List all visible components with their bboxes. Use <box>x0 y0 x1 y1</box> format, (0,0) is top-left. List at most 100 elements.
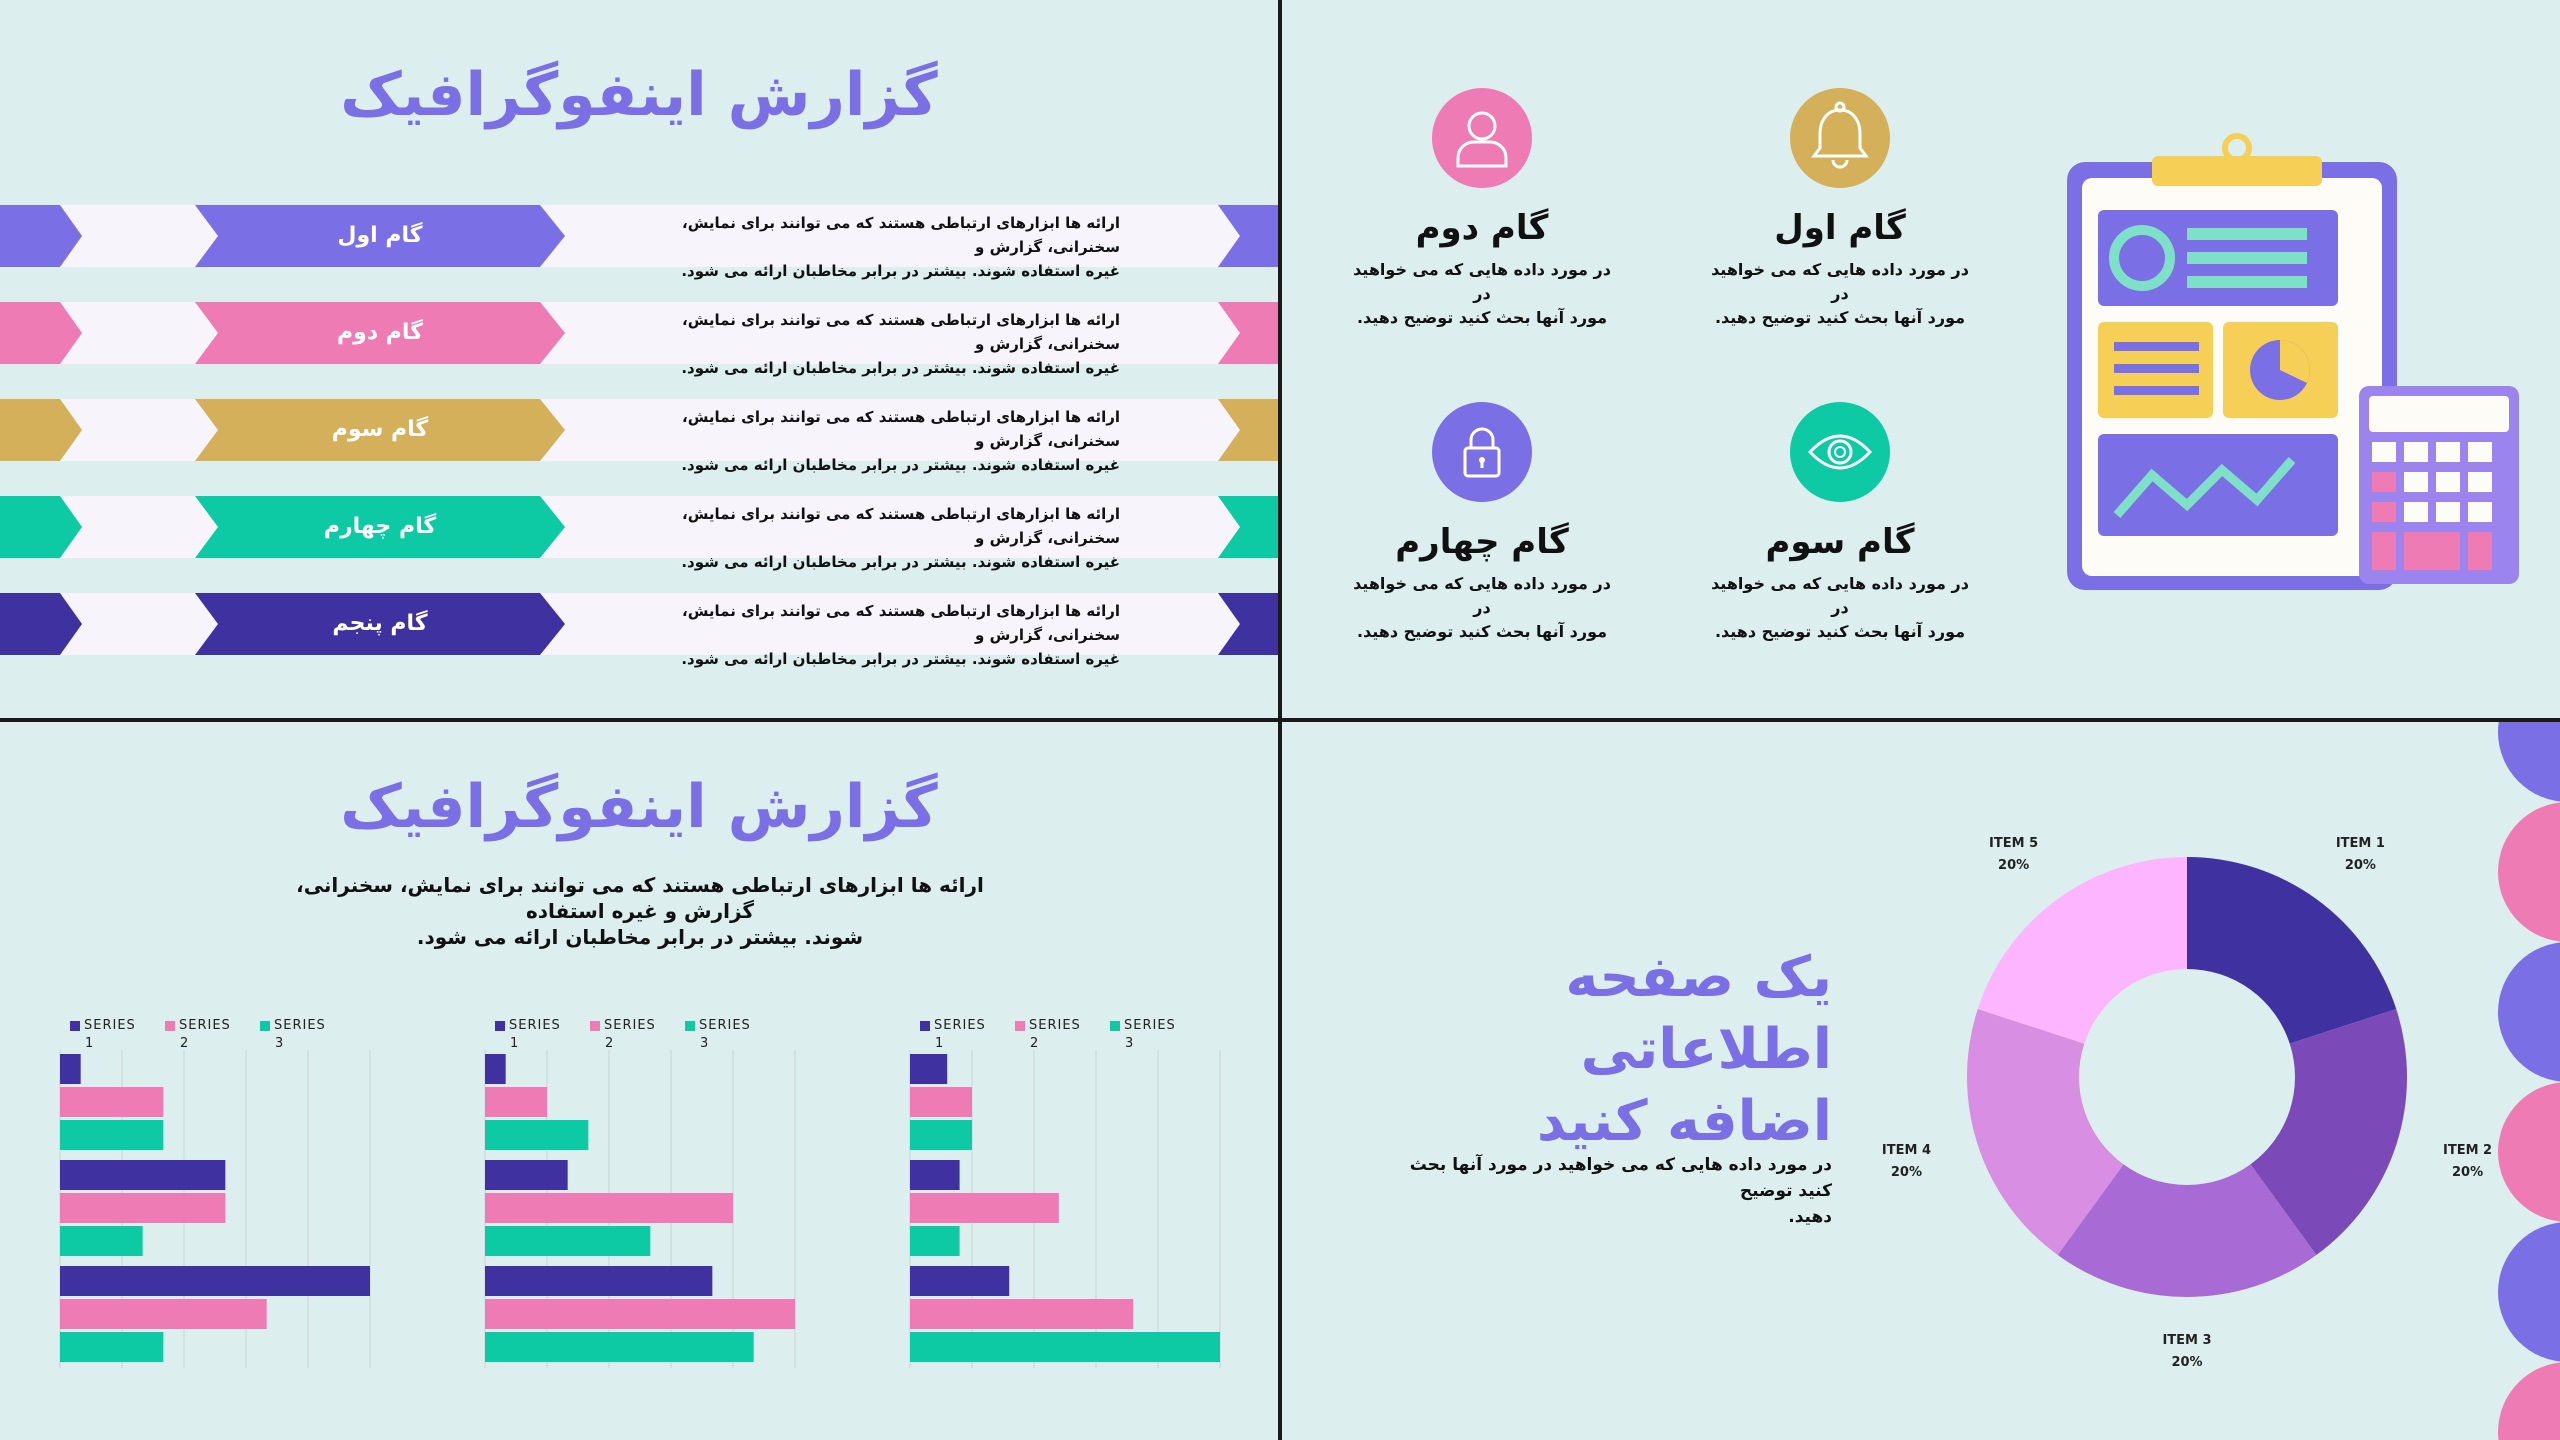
donut-slice <box>1977 857 2187 1044</box>
legend-item: SERIES <box>920 1018 986 1033</box>
bar <box>910 1299 1134 1329</box>
legend-swatch <box>920 1020 930 1031</box>
bar <box>910 1266 1010 1296</box>
clipboard-calculator-illustration <box>2067 133 2519 590</box>
edge-circle <box>2498 942 2560 1082</box>
left-chevron <box>0 399 82 461</box>
slide-bar-charts: گزارش اینفوگرافیک ارائه ها ابزارهای ارتب… <box>0 722 1278 1440</box>
legend-swatch <box>70 1020 80 1031</box>
bar <box>485 1193 733 1223</box>
eye-icon <box>1790 402 1890 502</box>
donut-category: ITEM 4 <box>1881 1142 1931 1158</box>
edge-circle <box>2498 802 2560 942</box>
right-chevron <box>1218 593 1278 655</box>
step-label: گام سوم <box>331 417 429 442</box>
step-description: ارائه ها ابزارهای ارتباطی هستند که می تو… <box>681 505 1120 571</box>
edge-circle <box>2498 722 2560 802</box>
bar <box>60 1120 164 1150</box>
legend-swatch <box>590 1020 600 1031</box>
bar <box>60 1193 226 1223</box>
right-chevron <box>1218 496 1278 558</box>
donut-category: ITEM 5 <box>1989 835 2039 851</box>
slide-donut: یک صفحه اطلاعاتی اضافه کنید در مورد داده … <box>1282 722 2560 1440</box>
legend-series-number: 2 <box>605 1036 614 1051</box>
step-row: گام پنجم ارائه ها ابزارهای ارتباطی هستند … <box>0 593 1278 668</box>
legend-swatch <box>260 1020 270 1031</box>
legend-series-number: 3 <box>1125 1036 1134 1051</box>
feature-title: گام چهارم <box>1395 522 1569 562</box>
bar <box>485 1054 506 1084</box>
feature-text: در مورد داده هایی که می خواهید در مورد آن… <box>1353 260 1611 327</box>
feature-title: گام دوم <box>1415 208 1549 248</box>
right-chevron <box>1218 399 1278 461</box>
bar <box>910 1332 1220 1362</box>
step-row: گام دوم ارائه ها ابزارهای ارتباطی هستند ک… <box>0 302 1278 377</box>
intro-text: ارائه ها ابزارهای ارتباطی هستند که می تو… <box>296 873 984 949</box>
bar <box>485 1087 547 1117</box>
bar <box>485 1160 568 1190</box>
legend-series-number: 1 <box>85 1036 94 1051</box>
donut-label: ITEM 1 20% <box>2310 833 2410 877</box>
legend-series-number: 2 <box>180 1036 189 1051</box>
slide-title: یک صفحه اطلاعاتی اضافه کنید <box>1536 945 1832 1154</box>
feature-text: در مورد داده هایی که می خواهید در مورد آن… <box>1711 574 1969 641</box>
donut-value: 20% <box>2451 1164 2484 1180</box>
lock-icon <box>1432 402 1532 502</box>
bar <box>485 1332 754 1362</box>
bar-chart-2: SERIES 1 SERIES 2 SERIES 3 <box>480 1018 810 1398</box>
donut-slice <box>2187 857 2397 1044</box>
bar <box>485 1299 795 1329</box>
decorative-edge-circles <box>2498 722 2560 1440</box>
legend-swatch <box>1110 1020 1120 1031</box>
legend-series-number: 2 <box>1030 1036 1039 1051</box>
bar <box>485 1226 651 1256</box>
step-arrows <box>0 496 1278 558</box>
edge-circle <box>2498 1222 2560 1362</box>
donut-value: 20% <box>1998 857 2030 873</box>
slide-title: گزارش اینفوگرافیک <box>340 60 938 130</box>
bar-chart-1: SERIES 1 SERIES 2 SERIES 3 <box>55 1018 385 1398</box>
step-row: گام اول ارائه ها ابزارهای ارتباطی هستند ک… <box>0 205 1278 280</box>
step-label-arrow <box>195 399 565 461</box>
step-arrows <box>0 593 1278 655</box>
legend-series-number: 3 <box>275 1036 284 1051</box>
feature-text: در مورد داده هایی که می خواهید در مورد آن… <box>1353 574 1611 641</box>
bar <box>60 1299 267 1329</box>
slide-title: گزارش اینفوگرافیک <box>340 772 938 842</box>
donut-value: 20% <box>2171 1355 2203 1370</box>
step-label: گام اول <box>337 223 423 248</box>
step-label-arrow <box>195 593 565 655</box>
bar <box>60 1087 164 1117</box>
right-chevron <box>1218 302 1278 364</box>
bell-icon <box>1790 88 1890 188</box>
bar-plot <box>59 1050 371 1368</box>
bar <box>910 1087 972 1117</box>
step-label-arrow <box>195 302 565 364</box>
donut-slice <box>1967 1009 2124 1255</box>
legend-series-number: 1 <box>935 1036 944 1051</box>
edge-circle <box>2498 1362 2560 1440</box>
feature-text: در مورد داده هایی که می خواهید در مورد آن… <box>1711 260 1969 327</box>
bar <box>60 1054 81 1084</box>
left-chevron <box>0 496 82 558</box>
step-label: گام پنجم <box>332 611 428 636</box>
step-description: ارائه ها ابزارهای ارتباطی هستند که می تو… <box>681 311 1120 377</box>
donut-category: ITEM 2 <box>2443 1142 2493 1158</box>
step-label: گام چهارم <box>323 514 437 539</box>
edge-circle <box>2498 1082 2560 1222</box>
slide-steps: گزارش اینفوگرافیک گام اول ارائه ها ابزاره… <box>0 0 1278 718</box>
step-row: گام چهارم ارائه ها ابزارهای ارتباطی هستند… <box>0 496 1278 571</box>
right-chevron <box>1218 205 1278 267</box>
legend-item: SERIES <box>70 1018 136 1033</box>
user-icon <box>1432 88 1532 188</box>
donut-category: ITEM 3 <box>2162 1333 2212 1348</box>
donut-label: ITEM 4 20% <box>1856 1140 1956 1184</box>
legend-swatch <box>685 1020 695 1031</box>
donut-category: ITEM 1 <box>2335 835 2385 851</box>
bar <box>910 1193 1059 1223</box>
left-chevron <box>0 302 82 364</box>
step-arrows <box>0 205 1278 267</box>
legend-item: SERIES <box>260 1018 326 1033</box>
bar-plot <box>909 1050 1221 1368</box>
legend-swatch <box>1015 1020 1025 1031</box>
